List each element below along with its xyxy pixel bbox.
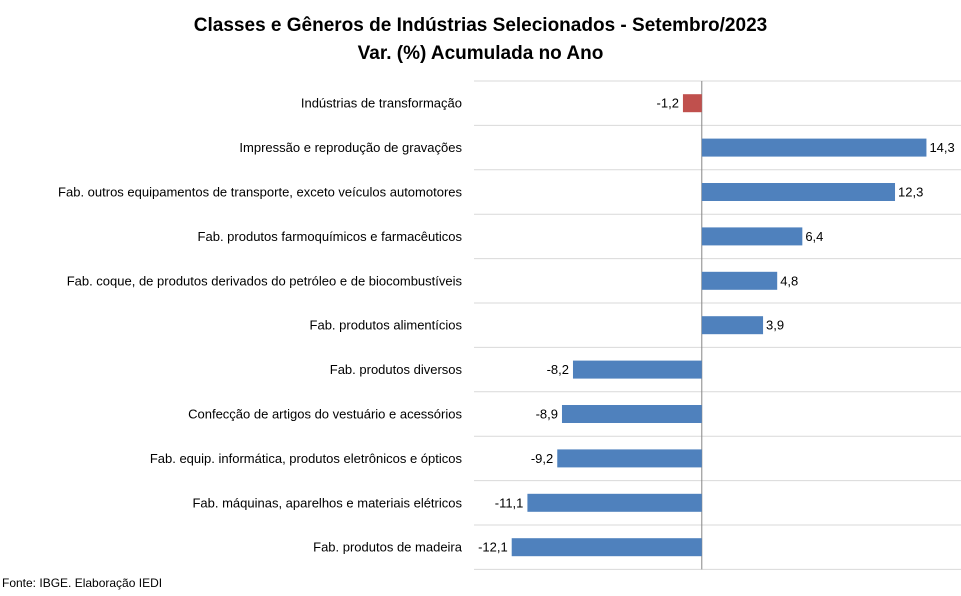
data-label: 6,4	[805, 229, 823, 244]
category-label: Fab. máquinas, aparelhos e materiais elé…	[192, 495, 462, 510]
category-label: Impressão e reprodução de gravações	[239, 140, 462, 155]
category-label: Fab. produtos alimentícios	[310, 318, 463, 333]
bar	[682, 94, 702, 113]
data-label: -8,2	[547, 362, 569, 377]
labels: Indústrias de transformação -1,2 Impressão…	[58, 96, 955, 555]
bar	[701, 138, 927, 157]
bar	[511, 538, 702, 557]
category-label: Fab. produtos de madeira	[313, 540, 463, 555]
source-note: Fonte: IBGE. Elaboração IEDI	[2, 576, 163, 590]
category-label: Confecção de artigos do vestuário e aces…	[188, 407, 462, 422]
category-label: Fab. outros equipamentos de transporte, …	[58, 185, 462, 200]
chart-subtitle: Var. (%) Acumulada no Ano	[357, 43, 604, 64]
data-label: 3,9	[766, 318, 784, 333]
bar	[701, 316, 764, 335]
data-label: 12,3	[898, 185, 923, 200]
grid-lines	[474, 80, 961, 570]
category-label: Fab. coque, de produtos derivados do pet…	[67, 273, 463, 288]
chart-title: Classes e Gêneros de Indústrias Selecion…	[193, 15, 768, 36]
data-label: 14,3	[929, 140, 954, 155]
bar	[557, 449, 702, 468]
bar	[527, 493, 702, 512]
bars	[511, 94, 927, 557]
category-label: Fab. produtos farmoquímicos e farmacêuti…	[198, 229, 463, 244]
data-label: 4,8	[780, 273, 798, 288]
chart-title-block: Classes e Gêneros de Indústrias Selecion…	[0, 12, 961, 68]
data-label: -12,1	[478, 540, 508, 555]
category-label: Fab. produtos diversos	[330, 362, 463, 377]
data-label: -11,1	[495, 495, 524, 510]
bar	[701, 227, 803, 246]
category-label: Indústrias de transformação	[301, 96, 462, 111]
data-label: -9,2	[531, 451, 553, 466]
bar	[561, 405, 702, 423]
bar	[572, 360, 702, 379]
bar	[701, 183, 896, 201]
data-label: -8,9	[536, 407, 558, 422]
category-label: Fab. equip. informática, produtos eletrô…	[150, 451, 463, 466]
data-label: -1,2	[657, 96, 679, 111]
bar	[701, 271, 778, 290]
